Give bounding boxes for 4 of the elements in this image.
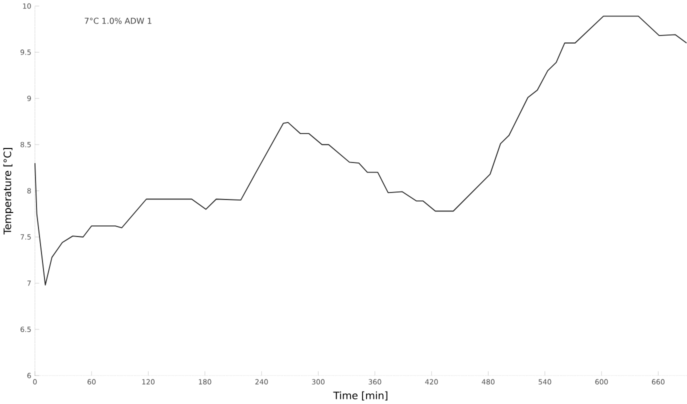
line-series (34, 16, 687, 286)
x-axis-title: Time [min] (333, 392, 388, 401)
annotation: 7°C 1.0% ADW 1 (84, 18, 152, 24)
y-axis-title: Temperature [°C] (3, 148, 14, 235)
